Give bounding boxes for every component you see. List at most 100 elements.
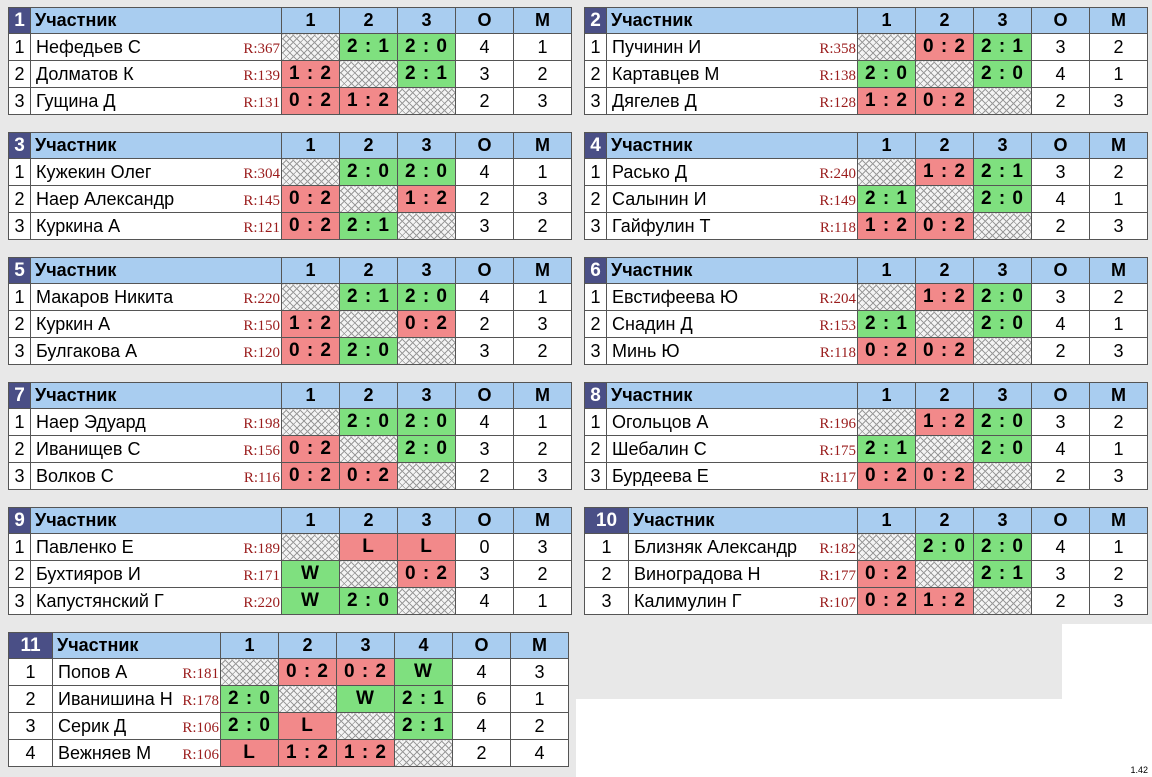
player-name[interactable]: Бухтияров И — [36, 563, 141, 584]
player-cell[interactable]: Виноградова Н R:177 — [628, 560, 858, 588]
opponent-column-header: 1 — [220, 632, 279, 659]
player-cell[interactable]: Павленко Е R:189 — [30, 533, 282, 561]
player-cell[interactable]: Наер Эдуард R:198 — [30, 408, 282, 436]
player-cell[interactable]: Серик Д R:106 — [52, 712, 221, 740]
player-cell[interactable]: Куркина А R:121 — [30, 212, 282, 240]
player-rating: R:149 — [817, 193, 856, 210]
points-value: 4 — [455, 587, 514, 615]
points-value: 2 — [1031, 462, 1090, 490]
place-value: 4 — [510, 739, 569, 767]
player-name[interactable]: Близняк Александр — [634, 536, 798, 557]
match-result: W — [336, 685, 395, 713]
player-name[interactable]: Бурдеева Е — [612, 465, 709, 486]
player-name[interactable]: Волков С — [36, 465, 114, 486]
self-match-cell — [915, 435, 974, 463]
player-cell[interactable]: Расько Д R:240 — [606, 158, 858, 186]
player-name[interactable]: Расько Д — [612, 161, 688, 182]
player-cell[interactable]: Близняк Александр R:182 — [628, 533, 858, 561]
player-cell[interactable]: Бурдеева Е R:117 — [606, 462, 858, 490]
self-match-cell — [857, 33, 916, 61]
player-name[interactable]: Серик Д — [58, 715, 127, 736]
player-name[interactable]: Капустянский Г — [36, 590, 164, 611]
player-name[interactable]: Кужекин Олег — [36, 161, 152, 182]
player-name[interactable]: Снадин Д — [612, 313, 693, 334]
player-name[interactable]: Минь Ю — [612, 340, 680, 361]
player-name[interactable]: Куркин А — [36, 313, 111, 334]
player-cell[interactable]: Шебалин С R:175 — [606, 435, 858, 463]
player-name[interactable]: Вежняев М — [58, 742, 152, 763]
player-name[interactable]: Салынин И — [612, 188, 707, 209]
player-cell[interactable]: Иванишина Н R:178 — [52, 685, 221, 713]
player-cell[interactable]: Минь Ю R:118 — [606, 337, 858, 365]
match-result: 2 : 0 — [397, 408, 456, 436]
group-table-10: 10 Участник 1 2 3 О М 1 Близняк Александр R:182 2 … — [584, 507, 1148, 615]
player-name[interactable]: Куркина А — [36, 215, 121, 236]
match-result: 2 : 0 — [339, 587, 398, 615]
match-result: 2 : 0 — [339, 158, 398, 186]
player-cell[interactable]: Макаров Никита R:220 — [30, 283, 282, 311]
player-cell[interactable]: Булгакова А R:120 — [30, 337, 282, 365]
player-cell[interactable]: Вежняев М R:106 — [52, 739, 221, 767]
player-name[interactable]: Гущина Д — [36, 90, 116, 111]
match-result: 0 : 2 — [278, 658, 337, 686]
group-table-9: 9 Участник 1 2 3 О М 1 Павленко Е R:189 L L 0 3 2 Бухти… — [8, 507, 572, 615]
player-cell[interactable]: Долматов К R:139 — [30, 60, 282, 88]
player-cell[interactable]: Иванищев С R:156 — [30, 435, 282, 463]
player-cell[interactable]: Дягелев Д R:128 — [606, 87, 858, 115]
participant-header: Участник — [30, 257, 282, 284]
player-name[interactable]: Иванишина Н — [58, 688, 173, 709]
player-index: 1 — [8, 533, 31, 561]
place-value: 1 — [1089, 533, 1148, 561]
player-cell[interactable]: Огольцов А R:196 — [606, 408, 858, 436]
player-rating: R:175 — [817, 443, 856, 460]
player-cell[interactable]: Капустянский Г R:220 — [30, 587, 282, 615]
match-result: 0 : 2 — [915, 33, 974, 61]
player-name[interactable]: Дягелев Д — [612, 90, 697, 111]
player-cell[interactable]: Гайфулин Т R:118 — [606, 212, 858, 240]
place-header: М — [1089, 132, 1148, 159]
player-name[interactable]: Иванищев С — [36, 438, 141, 459]
player-cell[interactable]: Кужекин Олег R:304 — [30, 158, 282, 186]
points-value: 2 — [1031, 337, 1090, 365]
player-name[interactable]: Шебалин С — [612, 438, 707, 459]
player-cell[interactable]: Наер Александр R:145 — [30, 185, 282, 213]
player-name[interactable]: Гайфулин Т — [612, 215, 711, 236]
player-cell[interactable]: Картавцев М R:138 — [606, 60, 858, 88]
player-name[interactable]: Попов А — [58, 661, 128, 682]
player-cell[interactable]: Нефедьев С R:367 — [30, 33, 282, 61]
player-name[interactable]: Огольцов А — [612, 411, 709, 432]
player-name[interactable]: Макаров Никита — [36, 286, 174, 307]
player-cell[interactable]: Салынин И R:149 — [606, 185, 858, 213]
player-name[interactable]: Евстифеева Ю — [612, 286, 739, 307]
player-cell[interactable]: Евстифеева Ю R:204 — [606, 283, 858, 311]
player-cell[interactable]: Волков С R:116 — [30, 462, 282, 490]
self-match-cell — [281, 533, 340, 561]
player-name[interactable]: Картавцев М — [612, 63, 720, 84]
player-cell[interactable]: Пучинин И R:358 — [606, 33, 858, 61]
player-cell[interactable]: Калимулин Г R:107 — [628, 587, 858, 615]
group-number: 3 — [8, 132, 31, 159]
player-name[interactable]: Долматов К — [36, 63, 134, 84]
points-value: 2 — [455, 87, 514, 115]
player-cell[interactable]: Попов А R:181 — [52, 658, 221, 686]
player-name[interactable]: Булгакова А — [36, 340, 138, 361]
player-cell[interactable]: Бухтияров И R:171 — [30, 560, 282, 588]
place-value: 1 — [1089, 60, 1148, 88]
opponent-column-header: 2 — [915, 257, 974, 284]
points-header: О — [1031, 7, 1090, 34]
player-name[interactable]: Нефедьев С — [36, 36, 141, 57]
player-name[interactable]: Наер Эдуард — [36, 411, 146, 432]
opponent-column-header: 3 — [397, 382, 456, 409]
points-value: 3 — [455, 212, 514, 240]
player-cell[interactable]: Снадин Д R:153 — [606, 310, 858, 338]
player-cell[interactable]: Гущина Д R:131 — [30, 87, 282, 115]
player-name[interactable]: Калимулин Г — [634, 590, 742, 611]
player-name[interactable]: Пучинин И — [612, 36, 702, 57]
player-rating: R:198 — [241, 416, 280, 433]
player-name[interactable]: Наер Александр — [36, 188, 175, 209]
player-name[interactable]: Виноградова Н — [634, 563, 761, 584]
player-cell[interactable]: Куркин А R:150 — [30, 310, 282, 338]
player-name[interactable]: Павленко Е — [36, 536, 134, 557]
